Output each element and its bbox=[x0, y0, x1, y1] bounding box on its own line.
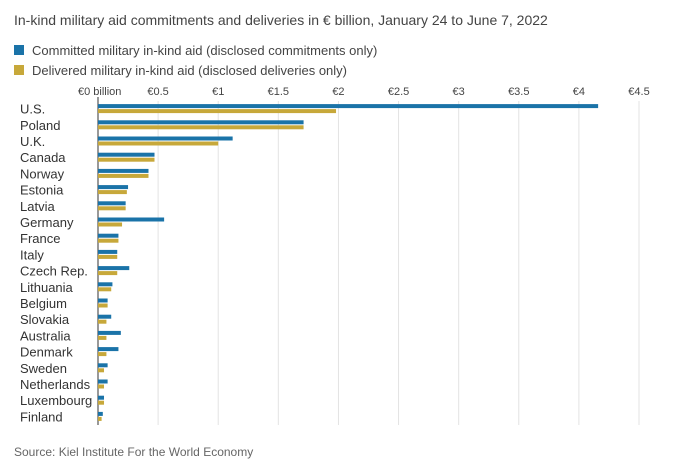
bar-committed bbox=[98, 266, 130, 271]
bar-delivered bbox=[98, 368, 105, 373]
x-tick-label: €1 bbox=[212, 86, 224, 98]
category-label: Luxembourg bbox=[20, 393, 92, 408]
bar-delivered bbox=[98, 254, 118, 259]
x-tick-label: €2 bbox=[332, 86, 344, 98]
bar-delivered bbox=[98, 173, 149, 178]
bar-delivered bbox=[98, 222, 123, 227]
category-label: France bbox=[20, 231, 60, 246]
category-label: U.S. bbox=[20, 102, 45, 117]
bar-delivered bbox=[98, 319, 107, 324]
bar-committed bbox=[98, 152, 155, 157]
category-label: Slovakia bbox=[20, 312, 70, 327]
legend-swatch-delivered bbox=[14, 65, 24, 75]
bar-delivered bbox=[98, 190, 127, 195]
bar-committed bbox=[98, 314, 112, 319]
bar-committed bbox=[98, 347, 119, 352]
bar-committed bbox=[98, 168, 149, 173]
x-tick-label: €3 bbox=[453, 86, 465, 98]
bar-committed bbox=[98, 395, 105, 400]
bar-delivered bbox=[98, 238, 119, 243]
category-label: Poland bbox=[20, 118, 60, 133]
bar-committed bbox=[98, 411, 103, 416]
x-tick-label: €2.5 bbox=[388, 86, 409, 98]
bar-delivered bbox=[98, 206, 126, 211]
bar-committed bbox=[98, 249, 118, 254]
bar-committed bbox=[98, 136, 233, 141]
category-label: Germany bbox=[20, 215, 74, 230]
bar-delivered bbox=[98, 157, 155, 162]
bar-committed bbox=[98, 363, 108, 368]
bar-committed bbox=[98, 330, 121, 335]
category-label: Canada bbox=[20, 150, 66, 165]
legend-swatch-committed bbox=[14, 45, 24, 55]
bar-committed bbox=[98, 201, 126, 206]
bar-committed bbox=[98, 120, 304, 125]
bar-delivered bbox=[98, 384, 105, 389]
category-label: Sweden bbox=[20, 361, 67, 376]
category-label: Netherlands bbox=[20, 377, 91, 392]
category-label: Belgium bbox=[20, 296, 67, 311]
bar-delivered bbox=[98, 400, 105, 405]
bar-delivered bbox=[98, 141, 219, 146]
category-label: Latvia bbox=[20, 199, 55, 214]
bar-committed bbox=[98, 185, 129, 190]
x-tick-label: €0.5 bbox=[147, 86, 168, 98]
category-label: U.K. bbox=[20, 134, 45, 149]
bar-delivered bbox=[98, 287, 112, 292]
category-label: Estonia bbox=[20, 183, 64, 198]
bar-delivered bbox=[98, 271, 118, 276]
chart-title: In-kind military aid commitments and del… bbox=[14, 12, 548, 28]
bar-delivered bbox=[98, 416, 102, 421]
x-tick-label: €0 billion bbox=[78, 86, 121, 98]
x-tick-label: €1.5 bbox=[268, 86, 289, 98]
bar-committed bbox=[98, 379, 108, 384]
x-tick-label: €3.5 bbox=[508, 86, 529, 98]
bar-committed bbox=[98, 233, 119, 238]
bar-committed bbox=[98, 282, 113, 287]
x-tick-label: €4 bbox=[573, 86, 585, 98]
legend-item-committed: Committed military in-kind aid (disclose… bbox=[14, 40, 377, 60]
legend: Committed military in-kind aid (disclose… bbox=[14, 40, 377, 80]
legend-label-delivered: Delivered military in-kind aid (disclose… bbox=[32, 62, 348, 78]
bar-delivered bbox=[98, 335, 107, 340]
category-label: Italy bbox=[20, 247, 44, 262]
legend-label-committed: Committed military in-kind aid (disclose… bbox=[32, 42, 378, 58]
bar-committed bbox=[98, 104, 599, 109]
bar-delivered bbox=[98, 125, 304, 130]
category-label: Norway bbox=[20, 166, 65, 181]
category-label: Australia bbox=[20, 328, 71, 343]
bar-delivered bbox=[98, 303, 108, 308]
legend-item-delivered: Delivered military in-kind aid (disclose… bbox=[14, 60, 377, 80]
bar-delivered bbox=[98, 352, 107, 357]
bar-delivered bbox=[98, 109, 337, 114]
bar-committed bbox=[98, 217, 165, 222]
x-tick-label: €4.5 bbox=[628, 86, 649, 98]
category-label: Denmark bbox=[20, 345, 73, 360]
source-note: Source: Kiel Institute For the World Eco… bbox=[14, 445, 254, 459]
category-label: Lithuania bbox=[20, 280, 74, 295]
category-label: Finland bbox=[20, 409, 63, 424]
bar-committed bbox=[98, 298, 108, 303]
category-label: Czech Rep. bbox=[20, 264, 88, 279]
